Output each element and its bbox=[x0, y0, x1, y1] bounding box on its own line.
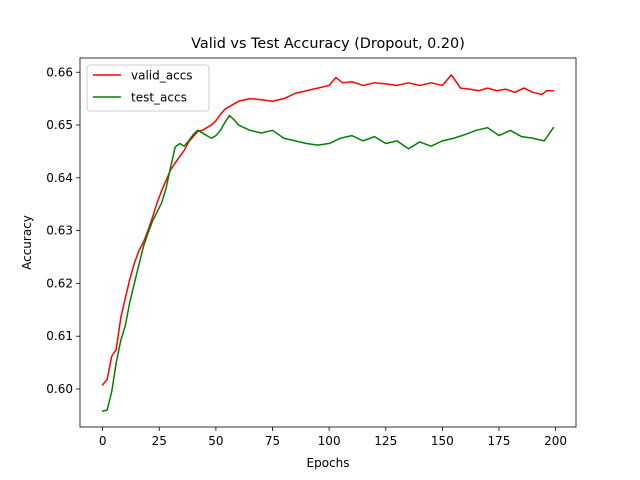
x-axis-label: Epochs bbox=[307, 456, 350, 470]
series-layer bbox=[101, 74, 555, 413]
x-tick-label: 175 bbox=[488, 434, 511, 448]
y-tick-label: 0.63 bbox=[46, 224, 73, 238]
y-tick-label: 0.66 bbox=[46, 65, 73, 79]
x-tick-label: 50 bbox=[208, 434, 223, 448]
y-tick-label: 0.65 bbox=[46, 118, 73, 132]
y-tick-label: 0.64 bbox=[46, 171, 73, 185]
series-line-valid-accs bbox=[101, 74, 555, 386]
x-tick-label: 150 bbox=[431, 434, 454, 448]
x-tick-label: 25 bbox=[152, 434, 167, 448]
legend-label-test: test_accs bbox=[131, 91, 187, 105]
x-axis: 0 25 50 75 100 125 150 175 200 bbox=[99, 427, 567, 448]
legend: valid_accs test_accs bbox=[86, 64, 210, 112]
legend-box bbox=[86, 64, 210, 112]
series-line-test-accs bbox=[101, 114, 555, 413]
x-tick-label: 125 bbox=[374, 434, 397, 448]
y-tick-label: 0.62 bbox=[46, 276, 73, 290]
y-axis: 0.60 0.61 0.62 0.63 0.64 0.65 0.66 bbox=[46, 65, 80, 396]
legend-label-valid: valid_accs bbox=[131, 69, 193, 83]
y-tick-label: 0.61 bbox=[46, 329, 73, 343]
y-axis-label: Accuracy bbox=[20, 215, 34, 270]
x-tick-label: 75 bbox=[265, 434, 280, 448]
plot-frame bbox=[79, 57, 577, 428]
x-tick-label: 0 bbox=[99, 434, 107, 448]
chart-title: Valid vs Test Accuracy (Dropout, 0.20) bbox=[191, 36, 465, 52]
y-tick-label: 0.60 bbox=[46, 382, 73, 396]
x-tick-label: 100 bbox=[318, 434, 341, 448]
x-tick-label: 200 bbox=[544, 434, 567, 448]
